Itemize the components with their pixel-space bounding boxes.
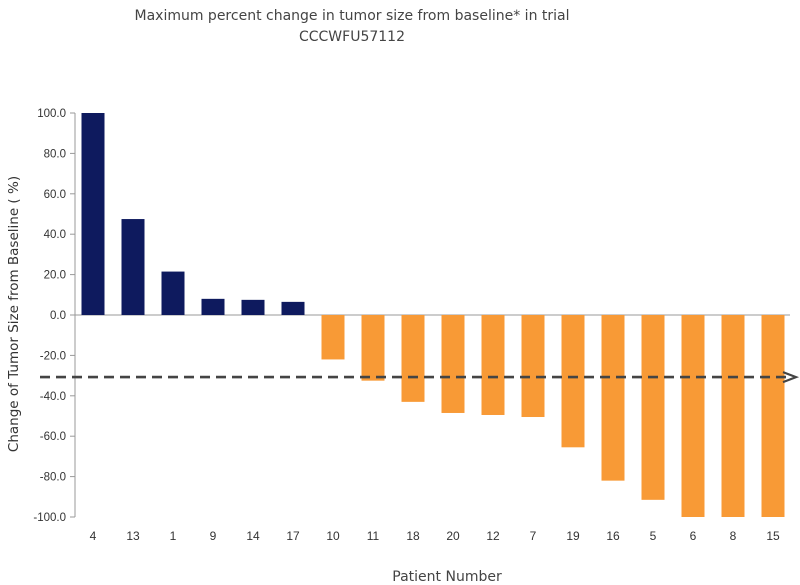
bar-patient-14 [241,299,265,315]
bar-patient-12 [481,315,505,415]
y-tick-label: -40.0 [40,391,66,403]
x-tick-label: 1 [170,529,177,543]
bar-patient-4 [81,113,105,315]
x-tick-label: 5 [650,529,657,543]
x-axis-category-labels: 4 13 1 9 14 17 10 11 18 20 12 7 19 16 5 6 8 15 [90,529,780,543]
y-tick-label: -20.0 [40,350,66,362]
bar-patient-18 [401,315,425,402]
y-tick-label: 0.0 [50,310,66,322]
x-tick-label: 4 [90,529,97,543]
bar-patient-15 [761,315,785,517]
y-tick-label: -100.0 [33,512,66,524]
y-axis-ticks: 100.0 80.0 60.0 40.0 20.0 0.0 -20.0 -40.0 -60.0 -… [33,108,75,524]
y-tick-label: 80.0 [44,148,66,160]
y-tick-label: 60.0 [44,189,66,201]
x-tick-label: 20 [446,529,460,543]
x-tick-label: 7 [530,529,537,543]
x-tick-label: 17 [286,529,300,543]
x-tick-label: 6 [690,529,697,543]
chart-title-line-2: CCCWFU57112 [299,29,405,45]
y-tick-label: 40.0 [44,229,66,241]
x-tick-label: 12 [486,529,500,543]
bar-patient-1 [161,271,185,315]
y-tick-label: -60.0 [40,431,66,443]
bar-patient-20 [441,315,465,413]
y-tick-label: -80.0 [40,472,66,484]
x-tick-label: 14 [246,529,260,543]
bar-patient-7 [521,315,545,418]
x-tick-label: 15 [766,529,780,543]
bar-patient-5 [641,315,665,500]
bar-patient-6 [681,315,705,517]
bar-patient-8 [721,315,745,517]
chart-title-line-1: Maximum percent change in tumor size fro… [135,8,570,24]
x-axis-label: Patient Number [392,569,502,585]
bar-patient-19 [561,315,585,448]
x-tick-label: 13 [126,529,140,543]
y-tick-label: 20.0 [44,270,66,282]
x-tick-label: 10 [326,529,340,543]
x-tick-label: 19 [566,529,580,543]
y-axis-label: Change of Tumor Size from Baseline ( %) [6,176,22,452]
bar-patient-13 [121,219,145,315]
bar-patient-11 [361,315,385,381]
reference-line-group [40,371,800,384]
bar-patient-17 [281,301,305,315]
bar-patient-16 [601,315,625,481]
x-tick-label: 8 [730,529,737,543]
x-tick-label: 18 [406,529,420,543]
bar-patient-9 [201,298,225,315]
bar-patient-10 [321,315,345,360]
x-tick-label: 11 [367,529,380,543]
reference-arrow-head-icon [782,371,800,384]
x-tick-label: 16 [606,529,620,543]
bars [81,113,785,517]
y-tick-label: 100.0 [37,108,66,120]
x-tick-label: 9 [210,529,217,543]
